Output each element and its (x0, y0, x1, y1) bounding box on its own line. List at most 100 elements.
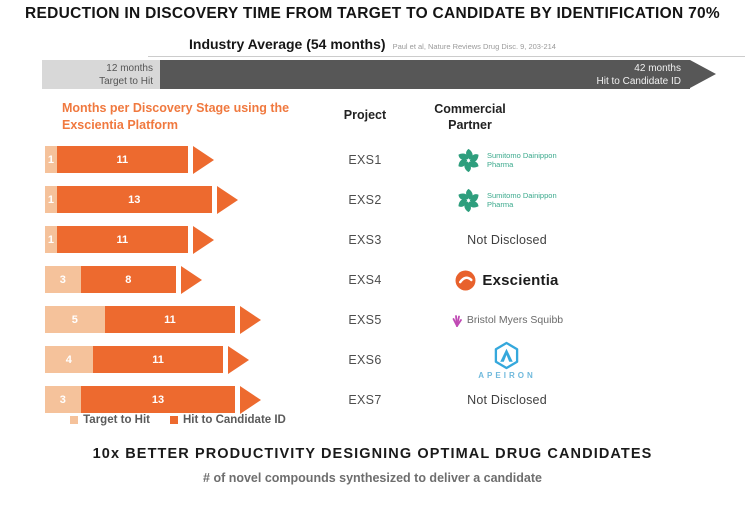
industry-candidate-label: Hit to Candidate ID (596, 75, 682, 87)
industry-average-heading: Industry Average (54 months) Paul et al,… (0, 36, 745, 52)
partner-cell: Bristol Myers Squibb (407, 313, 607, 327)
partner-cell: APEIRON (407, 341, 607, 380)
bar-value-label: 11 (116, 233, 129, 246)
project-label: EXS4 (348, 273, 382, 287)
project-label: EXS5 (348, 313, 382, 327)
partner-cell: Sumitomo Dainippon Pharma (407, 187, 607, 214)
partner-name: Not Disclosed (467, 233, 547, 247)
project-label: EXS6 (348, 353, 382, 367)
bar-arrow-icon (240, 385, 262, 414)
bar-value-label: 11 (116, 153, 129, 166)
bar-value-label: 1 (47, 153, 54, 166)
industry-average-label: Industry Average (54 months) (189, 36, 386, 52)
project-column-header: Project (343, 108, 387, 122)
table-row: EXS3 Not Disclosed (333, 220, 633, 260)
industry-bar-arrow-icon (690, 60, 716, 88)
apeiron-logo-icon (495, 341, 519, 369)
table-row: EXS2 Sumitomo Dainippon Pharma (333, 180, 633, 220)
bar-arrow-icon (192, 225, 214, 254)
bar-row-exs6: 4 11 (45, 345, 250, 374)
bar-value-label: 1 (47, 193, 54, 206)
page-title: REDUCTION IN DISCOVERY TIME FROM TARGET … (24, 5, 721, 22)
bar-segment-hit-to-candidate: 11 (104, 306, 236, 333)
legend-swatch-hit-to-candidate (170, 416, 178, 424)
bar-row-exs3: 1 11 (45, 225, 214, 254)
table-row: EXS6 APEIRON (333, 340, 633, 380)
exscientia-logo-icon (455, 270, 476, 290)
divider-line (148, 56, 745, 57)
bar-value-label: 13 (128, 193, 141, 206)
industry-hit-to-candidate-segment: 42 months Hit to Candidate ID (160, 60, 690, 89)
partner-cell: Not Disclosed (407, 233, 607, 247)
bar-segment-target-to-hit: 3 (45, 266, 81, 293)
partner-name: Exscientia (482, 271, 559, 289)
bar-value-label: 11 (164, 313, 176, 326)
footer-subtitle: # of novel compounds synthesized to deli… (203, 471, 542, 485)
project-label: EXS3 (348, 233, 382, 247)
bar-segment-target-to-hit: 5 (45, 306, 105, 333)
chart-legend: Target to Hit Hit to Candidate ID (28, 414, 328, 426)
table-row: EXS1 Sumitomo Dainippon Pharma (333, 140, 633, 180)
citation-text: Paul et al, Nature Reviews Drug Disc. 9,… (392, 42, 556, 51)
bar-arrow-icon (228, 345, 250, 374)
partner-name: Bristol Myers Squibb (466, 314, 564, 326)
bms-logo-icon (452, 315, 462, 327)
legend-item-hit-to-candidate: Hit to Candidate ID (170, 414, 286, 426)
industry-target-label: Target to Hit (99, 75, 153, 87)
bar-segment-target-to-hit: 1 (45, 226, 57, 253)
partner-cell: Exscientia (407, 270, 607, 291)
partner-name: Sumitomo Dainippon Pharma (487, 150, 557, 169)
partner-cell: Not Disclosed (407, 393, 607, 407)
bar-arrow-icon (180, 265, 202, 294)
bar-row-exs5: 5 11 (45, 305, 262, 334)
bar-segment-hit-to-candidate: 13 (56, 186, 212, 213)
bar-value-label: 4 (65, 353, 72, 366)
partner-column-header: Commercial Partner (434, 102, 506, 132)
bar-segment-target-to-hit: 1 (45, 186, 57, 213)
industry-target-duration: 12 months (106, 62, 153, 74)
table-row: EXS7 Not Disclosed (333, 380, 633, 420)
bar-value-label: 8 (125, 273, 132, 286)
industry-target-to-hit-segment: 12 months Target to Hit (42, 60, 160, 89)
partner-cell: Sumitomo Dainippon Pharma (407, 147, 607, 174)
bar-row-exs2: 1 13 (45, 185, 238, 214)
bar-segment-target-to-hit: 1 (45, 146, 57, 173)
sumitomo-logo-icon (458, 188, 479, 212)
platform-chart-heading: Months per Discovery Stage using the Exs… (62, 101, 290, 132)
bar-segment-hit-to-candidate: 11 (56, 146, 188, 173)
industry-candidate-duration: 42 months (634, 62, 681, 74)
bar-value-label: 11 (152, 353, 164, 366)
bar-row-exs7: 3 13 (45, 385, 262, 414)
partner-name: APEIRON (478, 370, 536, 380)
project-label: EXS7 (348, 393, 382, 407)
bar-arrow-icon (216, 185, 238, 214)
bar-value-label: 13 (151, 393, 165, 406)
partner-name: Sumitomo Dainippon Pharma (487, 190, 557, 209)
bar-segment-hit-to-candidate: 8 (80, 266, 176, 293)
bar-segment-hit-to-candidate: 11 (92, 346, 224, 373)
table-row: EXS5 Bristol Myers Squibb (333, 300, 633, 340)
legend-label: Hit to Candidate ID (183, 414, 286, 426)
project-label: EXS1 (348, 153, 382, 167)
bar-value-label: 3 (59, 273, 66, 286)
bar-value-label: 5 (71, 313, 78, 326)
legend-swatch-target-to-hit (70, 416, 79, 424)
bar-value-label: 1 (47, 233, 54, 246)
sumitomo-logo-icon (458, 148, 479, 172)
bar-segment-hit-to-candidate: 13 (80, 386, 236, 413)
bar-row-exs1: 1 11 (45, 145, 214, 174)
bar-arrow-icon (240, 305, 262, 334)
project-label: EXS2 (348, 193, 382, 207)
table-row: EXS4 Exscientia (333, 260, 633, 300)
footer-title: 10x BETTER PRODUCTIVITY DESIGNING OPTIMA… (92, 446, 653, 462)
bar-segment-target-to-hit: 4 (45, 346, 93, 373)
bar-segment-hit-to-candidate: 11 (56, 226, 188, 253)
bar-segment-target-to-hit: 3 (45, 386, 81, 413)
legend-item-target-to-hit: Target to Hit (70, 414, 150, 426)
bar-value-label: 3 (59, 393, 66, 406)
partner-name: Not Disclosed (467, 393, 547, 407)
bar-arrow-icon (192, 145, 214, 174)
legend-label: Target to Hit (83, 414, 150, 426)
